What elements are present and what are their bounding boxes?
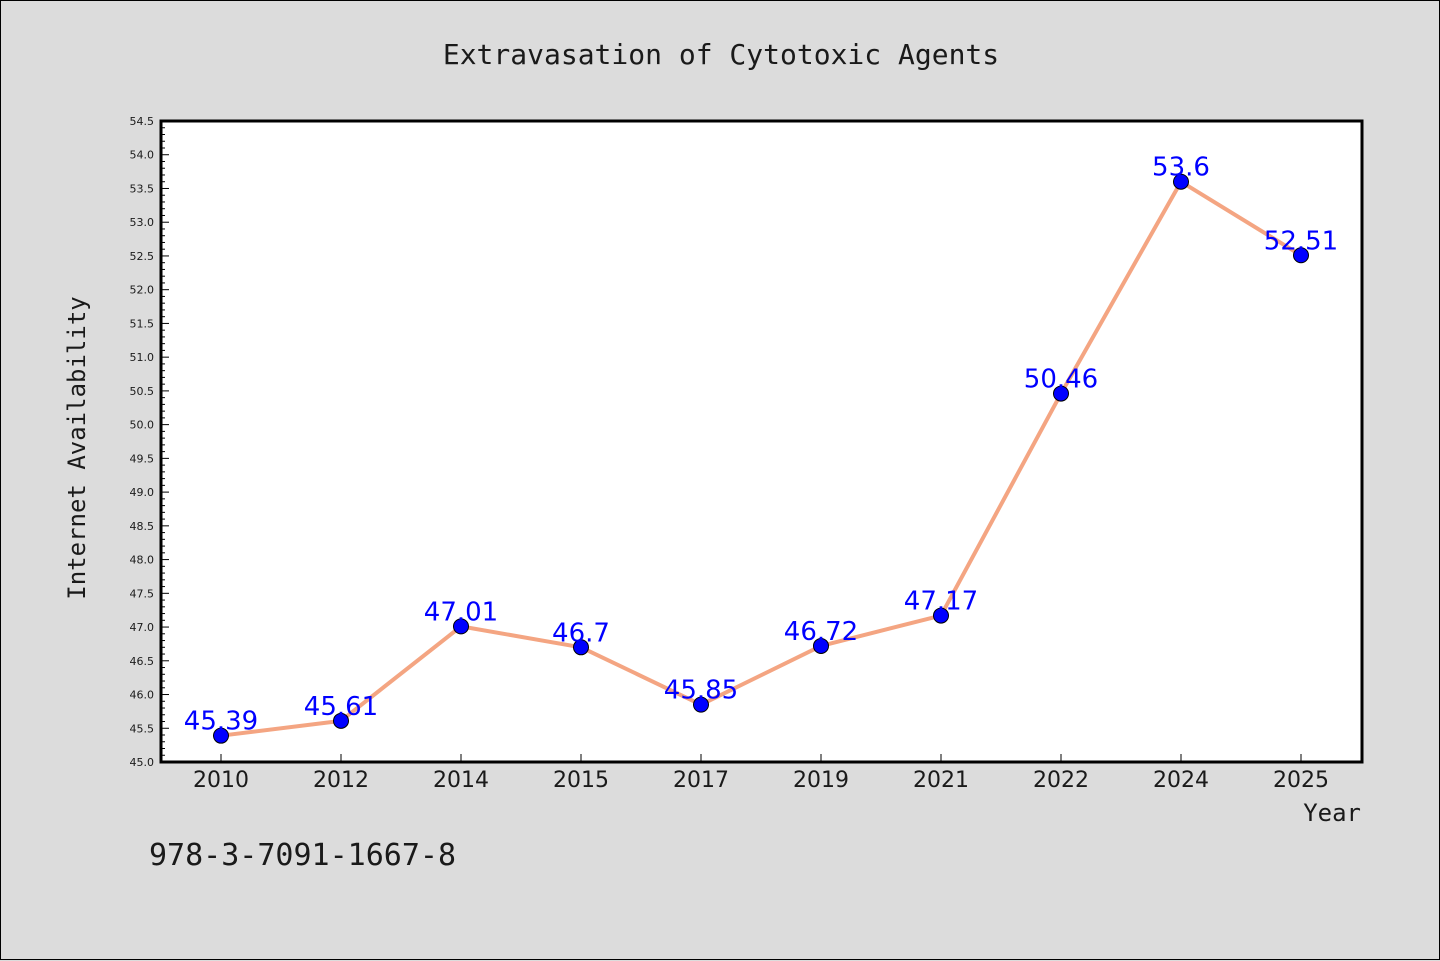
y-tick-label: 45.5 [130, 722, 155, 735]
y-tick-label: 51.0 [130, 351, 155, 364]
chart-title: Extravasation of Cytotoxic Agents [443, 38, 999, 71]
x-tick-label: 2024 [1153, 768, 1209, 793]
data-point [693, 696, 709, 713]
data-label: 53.6 [1152, 153, 1210, 183]
y-tick-label: 53.5 [130, 182, 155, 195]
x-tick-label: 2015 [553, 768, 609, 793]
data-point [1293, 247, 1309, 264]
data-point [213, 727, 229, 744]
x-tick-label: 2017 [673, 768, 729, 793]
data-point [333, 712, 349, 729]
y-tick-label: 52.5 [130, 250, 155, 263]
y-tick-label: 54.0 [130, 149, 155, 162]
plot-area [159, 119, 1364, 764]
data-point [453, 618, 469, 635]
data-point [1173, 173, 1189, 190]
data-label: 50.46 [1024, 365, 1098, 395]
x-tick-label: 2021 [913, 768, 969, 793]
y-tick-label: 54.5 [130, 115, 155, 128]
data-label: 45.39 [184, 707, 258, 737]
data-label: 46.7 [552, 618, 610, 648]
data-point [813, 637, 829, 654]
y-tick-label: 46.5 [130, 655, 155, 668]
data-point [1053, 385, 1069, 402]
y-tick-label: 53.0 [130, 216, 155, 229]
data-label: 45.85 [664, 676, 738, 706]
x-tick-label: 2022 [1033, 768, 1089, 793]
y-axis: 45.0 45.5 46.0 46.5 47.0 47.5 48.0 48.5 49.0 49.5… [130, 115, 169, 769]
x-tick-label: 2019 [793, 768, 849, 793]
y-tick-label: 50.5 [130, 385, 155, 398]
series-layer: 45.39 45.61 47.01 46.7 45.85 46.72 47.17 50.46 5… [184, 153, 1338, 744]
x-axis-label: Year [1303, 799, 1361, 827]
y-tick-label: 49.5 [130, 452, 155, 465]
y-axis-label: Internet Availability [63, 296, 91, 599]
y-tick-label: 49.0 [130, 486, 155, 499]
y-tick-label: 45.0 [130, 756, 155, 769]
data-point [573, 639, 589, 656]
data-label: 52.51 [1264, 226, 1338, 256]
y-tick-label: 46.0 [130, 689, 155, 702]
x-tick-label: 2025 [1273, 768, 1329, 793]
y-tick-label: 48.5 [130, 520, 155, 533]
y-tick-label: 48.0 [130, 554, 155, 567]
x-tick-label: 2010 [193, 768, 249, 793]
x-tick-label: 2014 [433, 768, 489, 793]
y-tick-label: 50.0 [130, 419, 155, 432]
y-tick-label: 47.0 [130, 621, 155, 634]
x-tick-label: 2012 [313, 768, 369, 793]
y-tick-label: 52.0 [130, 284, 155, 297]
data-label: 47.17 [904, 587, 978, 617]
data-point [933, 607, 949, 624]
y-tick-label: 51.5 [130, 317, 155, 330]
footer-isbn: 978-3-7091-1667-8 [149, 838, 456, 873]
x-axis: 2010 2012 2014 2015 2017 2019 2021 2022 2024 2025 [193, 754, 1329, 793]
data-label: 47.01 [424, 597, 498, 627]
series-line [220, 179, 1303, 738]
data-label: 45.61 [304, 692, 378, 722]
y-tick-label: 47.5 [130, 587, 155, 600]
data-label: 46.72 [784, 617, 858, 647]
